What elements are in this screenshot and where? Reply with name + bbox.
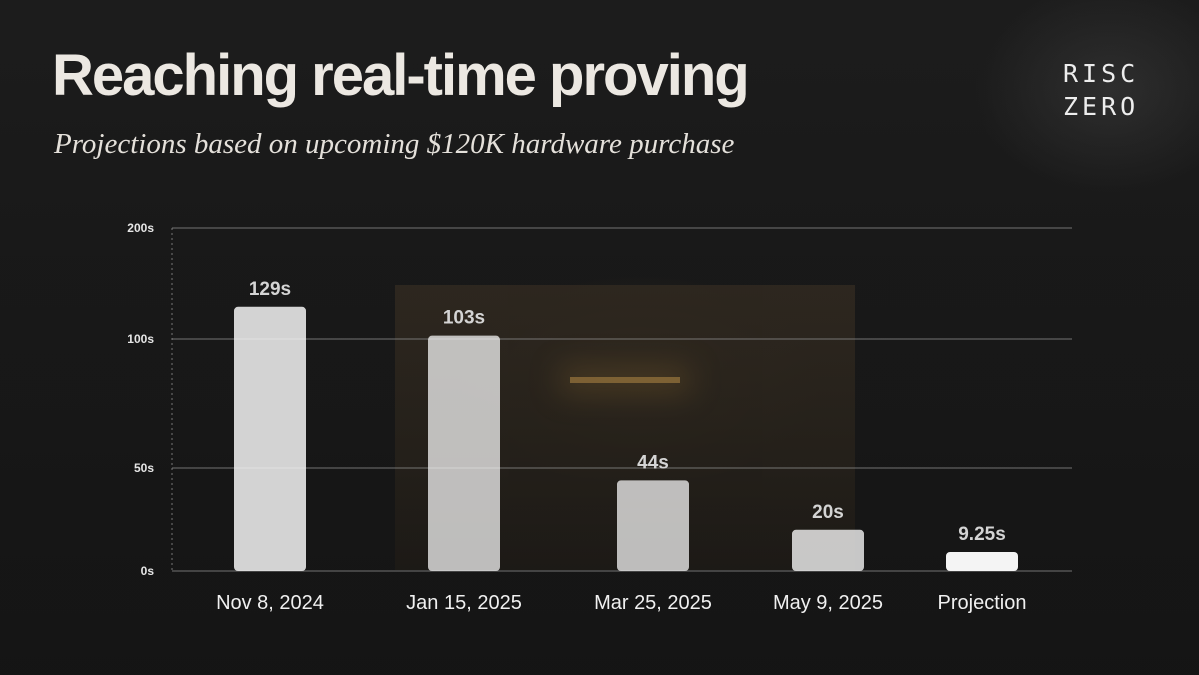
page-subtitle: Projections based on upcoming $120K hard…	[54, 128, 735, 160]
page-title: Reaching real-time proving	[52, 43, 750, 108]
bar-1	[234, 306, 306, 571]
bar-value-label: 103s	[443, 308, 485, 329]
y-tick-label: 0s	[141, 564, 155, 578]
garage-lamp	[570, 377, 680, 383]
x-category-label: May 9, 2025	[773, 592, 883, 614]
y-tick-label: 100s	[127, 332, 154, 346]
bar-2	[428, 335, 500, 571]
x-category-label: Mar 25, 2025	[594, 592, 712, 614]
x-category-label: Nov 8, 2024	[216, 592, 324, 614]
bar-value-label: 129s	[249, 279, 291, 300]
bar-value-label: 20s	[812, 502, 844, 523]
y-tick-label: 200s	[127, 221, 154, 235]
logo-line-1: RISC	[1063, 59, 1140, 88]
bar-value-label: 44s	[637, 452, 669, 473]
bar-3	[617, 480, 689, 571]
label-layer: 129s Nov 8, 2024 103s Jan 15, 2025 44s Mar 25…	[216, 279, 1026, 614]
bar-5	[946, 551, 1018, 571]
risc-zero-logo: RISC ZERO	[1063, 57, 1163, 123]
bar-4	[792, 529, 864, 571]
y-tick-label: 50s	[134, 461, 154, 475]
logo-line-2: ZERO	[1063, 92, 1140, 121]
bar-layer	[234, 306, 1018, 571]
grid-layer: 0s 50s 100s 200s	[127, 221, 1072, 578]
x-category-label: Projection	[938, 592, 1027, 614]
bar-value-label: 9.25s	[958, 524, 1006, 545]
x-category-label: Jan 15, 2025	[406, 592, 522, 614]
